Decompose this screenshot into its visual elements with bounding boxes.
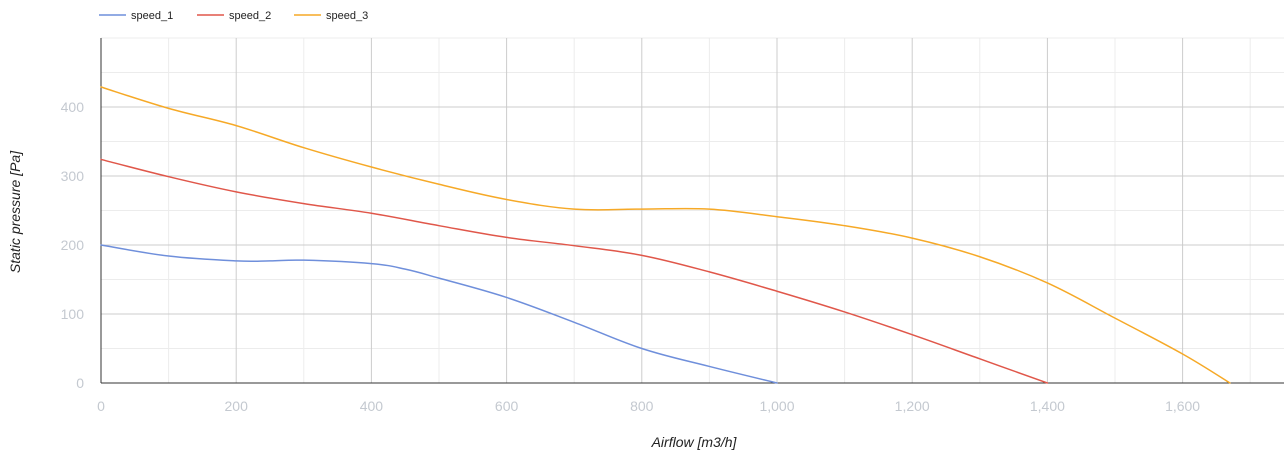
x-tick-label: 1,400	[1030, 398, 1065, 414]
x-tick-label: 1,000	[759, 398, 794, 414]
y-tick-label: 0	[76, 375, 84, 391]
y-tick-label: 200	[61, 237, 85, 253]
series-lines	[100, 86, 1231, 384]
x-tick-label: 1,600	[1165, 398, 1200, 414]
axes	[100, 38, 1284, 384]
tick-labels: 0 200 400 600 800 1,000 1,200 1,400 1,600 0 100 200…	[61, 99, 1201, 414]
y-tick-label: 100	[61, 306, 85, 322]
x-tick-label: 800	[630, 398, 654, 414]
legend-item-speed_2[interactable]: speed_2	[197, 10, 271, 22]
x-axis-title: Airflow [m3/h]	[651, 434, 738, 450]
series-line-speed_1	[100, 244, 778, 384]
series-line-speed_2	[100, 158, 1049, 384]
x-tick-label: 1,200	[895, 398, 930, 414]
x-tick-label: 600	[495, 398, 519, 414]
x-tick-label: 0	[97, 398, 105, 414]
legend-label: speed_3	[326, 10, 368, 22]
legend-label: speed_1	[131, 10, 173, 22]
legend-item-speed_1[interactable]: speed_1	[99, 10, 173, 22]
x-tick-label: 200	[225, 398, 249, 414]
legend-item-speed_3[interactable]: speed_3	[294, 10, 368, 22]
y-tick-label: 300	[61, 168, 85, 184]
series-line-speed_3	[100, 86, 1231, 384]
legend-label: speed_2	[229, 10, 271, 22]
y-axis-title: Static pressure [Pa]	[7, 150, 23, 273]
legend[interactable]: speed_1 speed_2 speed_3	[99, 10, 368, 22]
grid	[101, 37, 1284, 383]
y-tick-label: 400	[61, 99, 85, 115]
x-tick-label: 400	[360, 398, 384, 414]
